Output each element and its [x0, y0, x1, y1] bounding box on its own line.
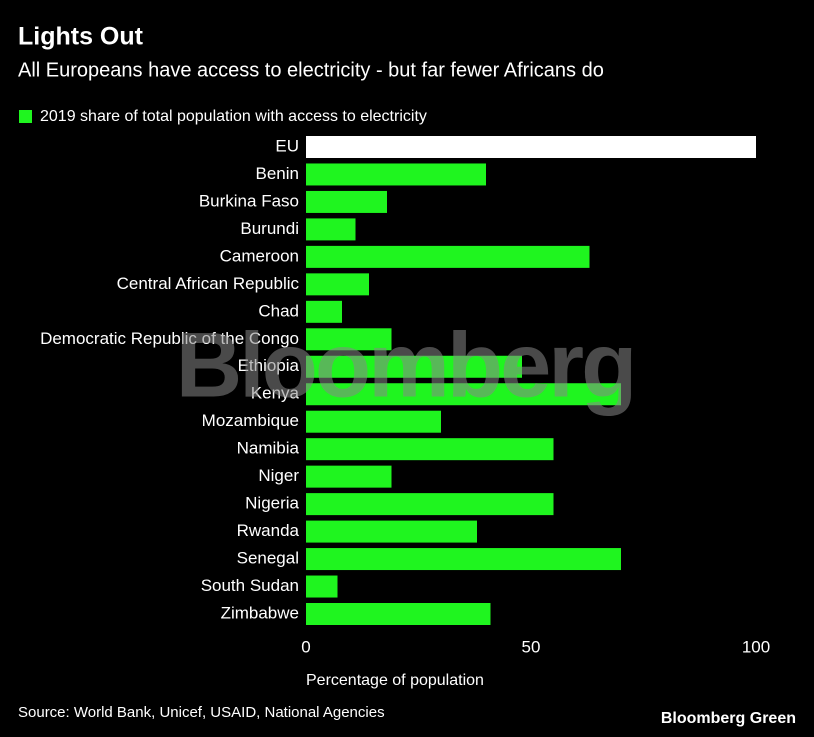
y-tick-label: Kenya: [251, 384, 300, 403]
y-tick-label: Rwanda: [237, 521, 300, 540]
legend-label: 2019 share of total population with acce…: [40, 108, 427, 125]
y-tick-label: Ethiopia: [238, 356, 300, 375]
y-tick-label: Burundi: [240, 219, 299, 238]
bar: [306, 245, 590, 268]
chart-title: Lights Out: [18, 23, 144, 51]
bar: [306, 355, 522, 378]
y-tick-label: Cameroon: [220, 246, 299, 265]
bar: [306, 273, 369, 296]
y-tick-label: Namibia: [237, 439, 300, 458]
y-tick-label: Burkina Faso: [199, 191, 299, 210]
bar: [306, 493, 554, 516]
y-tick-label: Democratic Republic of the Congo: [40, 329, 299, 348]
bar: [306, 575, 338, 598]
bar: [306, 520, 477, 543]
y-tick-label: Zimbabwe: [221, 603, 299, 622]
y-tick-label: Niger: [258, 466, 299, 485]
bar: [306, 328, 392, 351]
y-tick-label: Central African Republic: [117, 274, 300, 293]
y-tick-label: Nigeria: [245, 494, 299, 513]
bar: [306, 190, 387, 213]
legend-swatch: [19, 110, 32, 123]
bar: [306, 410, 441, 433]
bar: [306, 136, 756, 158]
watermark: Bloomberg: [176, 314, 635, 416]
bar: [306, 218, 356, 241]
bar: [306, 438, 554, 461]
x-tick-label: 50: [522, 637, 541, 656]
y-tick-label: Senegal: [237, 549, 299, 568]
bar: [306, 300, 342, 323]
source-note: Source: World Bank, Unicef, USAID, Natio…: [18, 704, 385, 721]
x-tick-label: 100: [742, 637, 770, 656]
y-tick-label: Mozambique: [202, 411, 299, 430]
bar: [306, 603, 491, 625]
bar: [306, 548, 621, 571]
y-tick-label: Chad: [258, 301, 299, 320]
bar: [306, 465, 392, 488]
x-tick-label: 0: [301, 637, 310, 656]
bar: [306, 383, 621, 406]
chart-subtitle: All Europeans have access to electricity…: [18, 59, 604, 81]
bar: [306, 163, 486, 186]
brand-logo: Bloomberg Green: [661, 710, 796, 727]
y-tick-label: Benin: [256, 164, 299, 183]
y-tick-label: South Sudan: [201, 576, 299, 595]
y-tick-label: EU: [275, 136, 299, 155]
x-axis-label: Percentage of population: [306, 672, 484, 689]
